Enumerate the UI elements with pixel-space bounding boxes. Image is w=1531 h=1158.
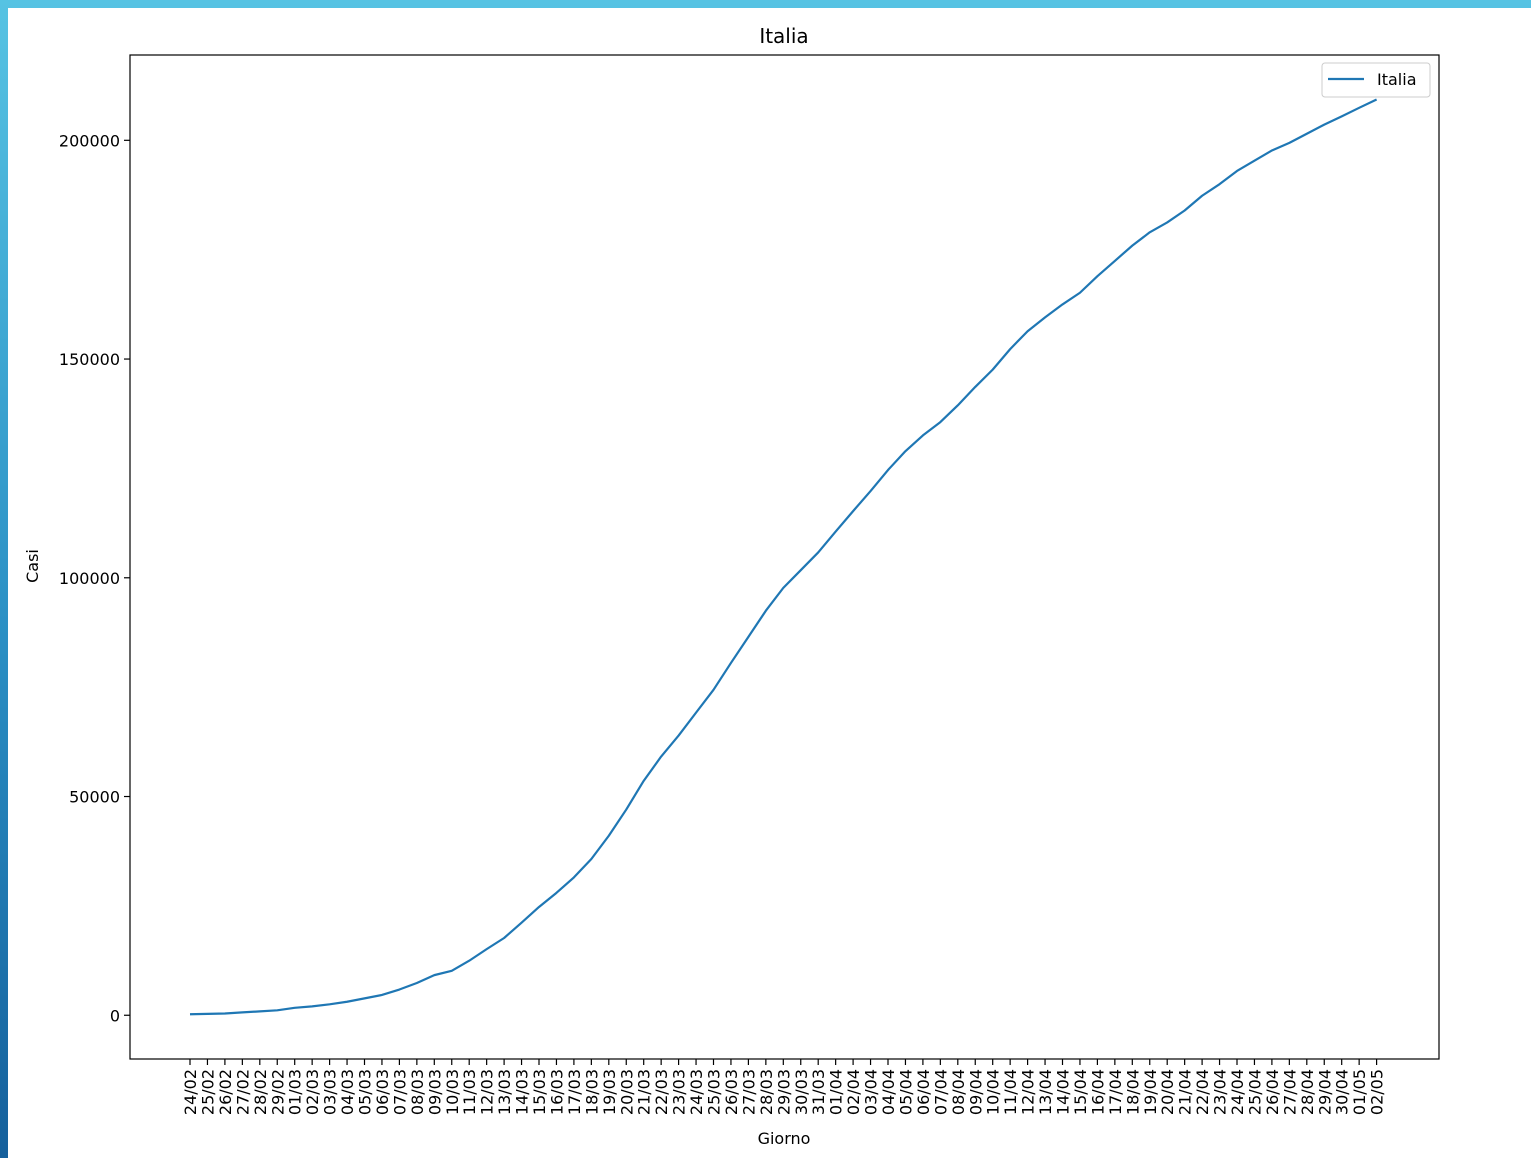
x-tick-label: 28/03: [757, 1069, 776, 1115]
x-tick-label: 28/02: [251, 1069, 270, 1115]
x-tick-label: 22/04: [1193, 1069, 1212, 1115]
plot-frame: Italia Casi Giorno 0 50000 100000 150000 200…: [8, 8, 1531, 1158]
x-tick-label: 28/04: [1298, 1069, 1317, 1115]
chart-title: Italia: [759, 24, 808, 48]
x-tick-label: 07/03: [390, 1069, 409, 1115]
y-axis-label: Casi: [23, 549, 42, 583]
x-tick-label: 27/03: [739, 1069, 758, 1115]
x-tick-label: 22/03: [652, 1069, 671, 1115]
x-tick-label: 04/03: [338, 1069, 357, 1115]
x-tick-label: 21/04: [1176, 1069, 1195, 1115]
x-tick-label: 23/03: [670, 1069, 689, 1115]
x-tick-label: 30/04: [1333, 1069, 1352, 1115]
x-tick-label: 29/02: [268, 1069, 287, 1115]
x-tick-label: 01/04: [827, 1069, 846, 1115]
x-tick-label: 10/03: [443, 1069, 462, 1115]
x-tick-label: 08/03: [408, 1069, 427, 1115]
x-axis-label: Giorno: [758, 1129, 811, 1148]
line-chart: Italia Casi Giorno 0 50000 100000 150000 200…: [23, 24, 1440, 1148]
x-tick-label: 16/04: [1088, 1069, 1107, 1115]
x-tick-label: 24/04: [1228, 1069, 1247, 1115]
x-tick-label: 09/04: [966, 1069, 985, 1115]
x-tick-label: 19/03: [600, 1069, 619, 1115]
legend-box: [1321, 62, 1431, 98]
x-tick-label: 01/03: [286, 1069, 305, 1115]
x-tick-label: 04/04: [879, 1069, 898, 1115]
x-tick-label: 21/03: [635, 1069, 654, 1115]
x-tick-label: 14/04: [1054, 1069, 1073, 1115]
x-tick-label: 17/03: [565, 1069, 584, 1115]
x-tick-label: 02/04: [844, 1069, 863, 1115]
y-tick-label: 50000: [69, 788, 120, 807]
legend-label-italia: Italia: [1377, 70, 1417, 89]
y-tick-label: 150000: [59, 350, 120, 369]
x-tick-label: 31/03: [809, 1069, 828, 1115]
x-tick-label: 02/05: [1368, 1069, 1387, 1115]
x-tick-label: 13/04: [1036, 1069, 1055, 1115]
x-tick-label: 20/03: [617, 1069, 636, 1115]
x-tick-label: 24/02: [181, 1069, 200, 1115]
x-tick-label: 15/03: [530, 1069, 549, 1115]
x-tick-label: 06/04: [914, 1069, 933, 1115]
x-tick-label: 03/04: [862, 1069, 881, 1115]
x-tick-label: 25/03: [705, 1069, 724, 1115]
x-tick-label: 26/04: [1263, 1069, 1282, 1115]
x-tick-label: 08/04: [949, 1069, 968, 1115]
x-tick-label: 11/04: [1001, 1069, 1020, 1115]
x-tick-label: 25/02: [198, 1069, 217, 1115]
x-tick-label: 26/03: [722, 1069, 741, 1115]
plot-area-border: [129, 54, 1440, 1060]
y-tick-label: 200000: [59, 131, 120, 150]
x-tick-label: 02/03: [303, 1069, 322, 1115]
x-tick-label: 20/04: [1158, 1069, 1177, 1115]
x-tick-label: 14/03: [513, 1069, 532, 1115]
x-tick-label: 18/04: [1123, 1069, 1142, 1115]
x-tick-label: 18/03: [582, 1069, 601, 1115]
series-line-italia: [189, 98, 1378, 1016]
x-tick-label: 23/04: [1211, 1069, 1230, 1115]
legend: Italia: [1321, 62, 1431, 98]
x-tick-label: 26/02: [216, 1069, 235, 1115]
x-tick-label: 12/03: [478, 1069, 497, 1115]
x-tick-label: 27/04: [1280, 1069, 1299, 1115]
y-axis-ticks: 0 50000 100000 150000 200000: [59, 131, 130, 1025]
x-tick-label: 29/04: [1315, 1069, 1334, 1115]
x-tick-label: 30/03: [792, 1069, 811, 1115]
y-tick-label: 100000: [59, 569, 120, 588]
x-tick-label: 19/04: [1141, 1069, 1160, 1115]
x-tick-label: 07/04: [931, 1069, 950, 1115]
x-tick-label: 11/03: [460, 1069, 479, 1115]
x-tick-label: 29/03: [774, 1069, 793, 1115]
x-tick-label: 09/03: [425, 1069, 444, 1115]
x-tick-label: 10/04: [984, 1069, 1003, 1115]
x-tick-label: 06/03: [373, 1069, 392, 1115]
x-tick-label: 17/04: [1106, 1069, 1125, 1115]
x-tick-label: 16/03: [547, 1069, 566, 1115]
x-tick-label: 05/03: [356, 1069, 375, 1115]
x-tick-label: 13/03: [495, 1069, 514, 1115]
x-tick-label: 12/04: [1019, 1069, 1038, 1115]
x-tick-label: 05/04: [896, 1069, 915, 1115]
x-axis-ticks: 24/0225/0226/0227/0228/0229/0201/0302/03…: [181, 1059, 1387, 1115]
x-tick-label: 24/03: [687, 1069, 706, 1115]
y-tick-label: 0: [110, 1006, 120, 1025]
x-tick-label: 27/02: [233, 1069, 252, 1115]
x-tick-label: 01/05: [1350, 1069, 1369, 1115]
x-tick-label: 15/04: [1071, 1069, 1090, 1115]
x-tick-label: 03/03: [321, 1069, 340, 1115]
x-tick-label: 25/04: [1245, 1069, 1264, 1115]
